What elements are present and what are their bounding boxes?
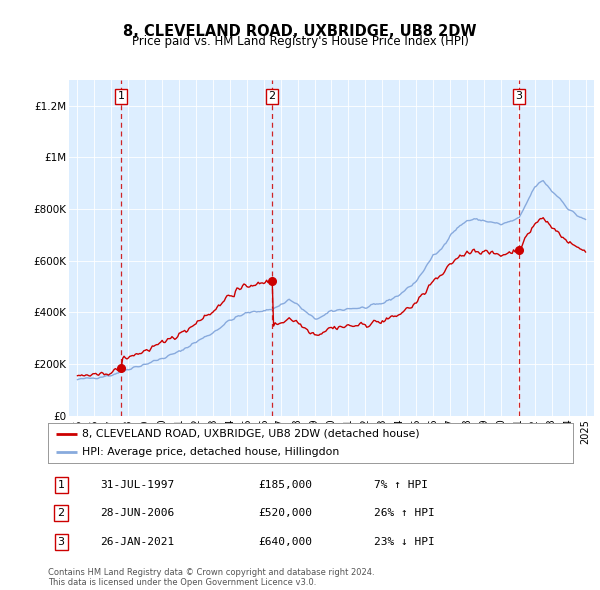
Text: 7% ↑ HPI: 7% ↑ HPI: [373, 480, 427, 490]
Text: 26-JAN-2021: 26-JAN-2021: [101, 537, 175, 546]
Text: HPI: Average price, detached house, Hillingdon: HPI: Average price, detached house, Hill…: [82, 447, 340, 457]
Text: 2: 2: [268, 91, 275, 101]
Text: Contains HM Land Registry data © Crown copyright and database right 2024.
This d: Contains HM Land Registry data © Crown c…: [48, 568, 374, 587]
Text: 26% ↑ HPI: 26% ↑ HPI: [373, 509, 434, 518]
Text: 8, CLEVELAND ROAD, UXBRIDGE, UB8 2DW: 8, CLEVELAND ROAD, UXBRIDGE, UB8 2DW: [123, 24, 477, 38]
Text: 31-JUL-1997: 31-JUL-1997: [101, 480, 175, 490]
Text: 3: 3: [515, 91, 523, 101]
Text: £640,000: £640,000: [258, 537, 312, 546]
Text: £520,000: £520,000: [258, 509, 312, 518]
Text: 3: 3: [58, 537, 65, 546]
Text: £185,000: £185,000: [258, 480, 312, 490]
Text: 28-JUN-2006: 28-JUN-2006: [101, 509, 175, 518]
Text: 1: 1: [118, 91, 125, 101]
Text: 8, CLEVELAND ROAD, UXBRIDGE, UB8 2DW (detached house): 8, CLEVELAND ROAD, UXBRIDGE, UB8 2DW (de…: [82, 429, 420, 439]
Text: Price paid vs. HM Land Registry's House Price Index (HPI): Price paid vs. HM Land Registry's House …: [131, 35, 469, 48]
Text: 23% ↓ HPI: 23% ↓ HPI: [373, 537, 434, 546]
Text: 2: 2: [58, 509, 65, 518]
Text: 1: 1: [58, 480, 65, 490]
